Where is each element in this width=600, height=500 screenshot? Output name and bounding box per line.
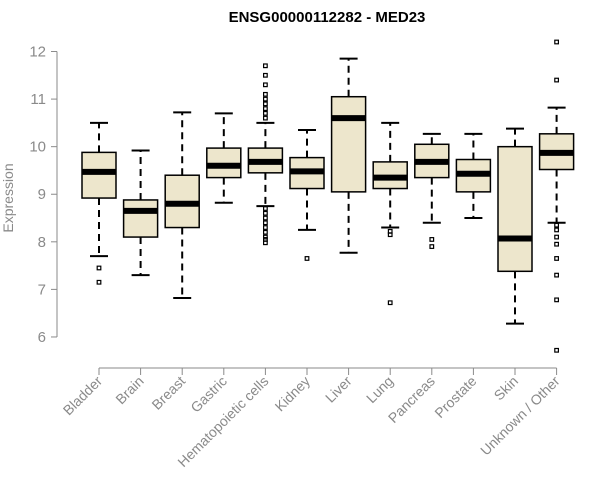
- box-brain: [122, 149, 159, 277]
- outlier-point: [263, 110, 268, 116]
- outlier-point: [554, 227, 559, 233]
- outlier-point: [263, 206, 268, 211]
- box-unknown-other: [538, 39, 575, 353]
- outlier-point: [429, 244, 435, 249]
- outlier-point: [387, 300, 393, 306]
- outlier-point: [554, 39, 559, 45]
- x-tick-label: Skin: [491, 373, 522, 404]
- outlier-point: [96, 279, 102, 285]
- outlier-point: [554, 222, 559, 228]
- outlier-point: [263, 82, 268, 88]
- iqr-box: [330, 95, 367, 193]
- box-bladder: [81, 121, 117, 285]
- iqr-box: [497, 145, 533, 273]
- box-kidney: [289, 129, 325, 261]
- y-tick-label: 7: [38, 281, 46, 298]
- outlier-point: [263, 220, 268, 226]
- outlier-point: [263, 101, 268, 107]
- outlier-point: [263, 96, 268, 102]
- outlier-point: [263, 225, 268, 230]
- box-breast: [164, 111, 200, 299]
- outlier-point: [263, 72, 268, 78]
- x-tick-label: Lung: [363, 373, 396, 406]
- box-skin: [497, 127, 533, 325]
- y-axis: 6 7 8 9 10 11 12: [29, 44, 58, 346]
- y-tick-label: 11: [30, 91, 46, 108]
- iqr-box: [81, 151, 117, 199]
- outlier-point: [554, 234, 559, 240]
- x-tick-label: Brain: [112, 373, 146, 407]
- box-liver: [330, 57, 367, 254]
- box-hematopoietic-cells: [247, 63, 284, 246]
- outlier-point: [429, 237, 435, 242]
- box-pancreas: [414, 132, 450, 249]
- x-tick-label: Liver: [322, 373, 355, 406]
- outlier-point: [96, 265, 102, 271]
- x-tick-label: Breast: [148, 373, 188, 413]
- outlier-point: [263, 240, 268, 246]
- y-tick-label: 10: [29, 139, 46, 156]
- outlier-point: [263, 63, 268, 69]
- outlier-point: [554, 347, 559, 353]
- outlier-point: [263, 210, 268, 216]
- iqr-box: [122, 199, 159, 238]
- y-tick-label: 12: [29, 44, 46, 61]
- outlier-point: [263, 229, 268, 235]
- box-lung: [372, 121, 408, 306]
- outlier-point: [263, 115, 268, 121]
- chart-title: ENSG00000112282 - MED23: [229, 9, 426, 26]
- outlier-point: [554, 241, 559, 247]
- outlier-point: [554, 77, 559, 83]
- box-gastric: [206, 112, 242, 204]
- outlier-point: [263, 215, 268, 221]
- box-prostate: [455, 132, 492, 220]
- outlier-point: [263, 91, 268, 97]
- outlier-point: [554, 256, 559, 261]
- box-series: [81, 39, 575, 353]
- x-tick-label: Kidney: [272, 373, 314, 415]
- outlier-point: [554, 272, 559, 278]
- outlier-point: [554, 297, 559, 303]
- x-tick-label: Unknown / Other: [477, 373, 563, 459]
- x-tick-label: Prostate: [431, 373, 479, 421]
- outlier-point: [304, 256, 310, 261]
- x-tick-label: Bladder: [60, 373, 106, 419]
- outlier-point: [263, 106, 268, 112]
- y-tick-label: 8: [38, 234, 46, 251]
- y-axis-label: Expression: [0, 163, 16, 232]
- outlier-point: [387, 232, 393, 238]
- y-tick-label: 6: [38, 329, 46, 346]
- y-tick-label: 9: [38, 186, 46, 203]
